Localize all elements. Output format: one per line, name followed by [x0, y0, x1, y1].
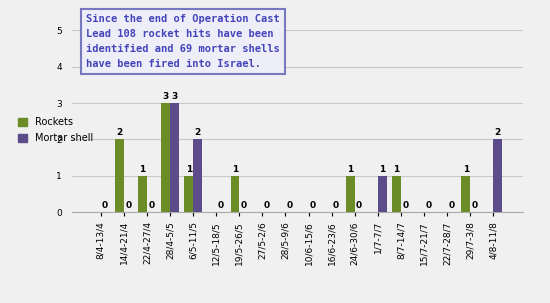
Bar	[161, 103, 170, 212]
Text: 0: 0	[217, 201, 224, 210]
Text: 3: 3	[162, 92, 169, 101]
Text: 1: 1	[393, 165, 400, 174]
Text: 2: 2	[494, 128, 500, 137]
Text: 0: 0	[471, 201, 477, 210]
Text: 3: 3	[171, 92, 178, 101]
Text: 0: 0	[425, 201, 431, 210]
Text: 0: 0	[356, 201, 362, 210]
Text: 0: 0	[263, 201, 270, 210]
Text: 0: 0	[148, 201, 155, 210]
Bar	[184, 176, 193, 212]
Text: 0: 0	[125, 201, 131, 210]
Text: 1: 1	[379, 165, 386, 174]
Text: 2: 2	[194, 128, 201, 137]
Text: 0: 0	[333, 201, 339, 210]
Text: 1: 1	[185, 165, 192, 174]
Text: 0: 0	[402, 201, 408, 210]
Text: 0: 0	[448, 201, 454, 210]
Bar	[115, 139, 124, 212]
Text: 0: 0	[287, 201, 293, 210]
Legend: Rockets, Mortar shell: Rockets, Mortar shell	[18, 117, 94, 143]
Bar	[392, 176, 401, 212]
Bar	[138, 176, 147, 212]
Bar	[461, 176, 470, 212]
Bar	[170, 103, 179, 212]
Bar	[346, 176, 355, 212]
Text: 2: 2	[117, 128, 123, 137]
Text: 1: 1	[140, 165, 146, 174]
Bar	[230, 176, 239, 212]
Text: 0: 0	[240, 201, 247, 210]
Bar	[378, 176, 387, 212]
Bar	[493, 139, 502, 212]
Text: 1: 1	[232, 165, 238, 174]
Text: 1: 1	[347, 165, 354, 174]
Bar	[193, 139, 202, 212]
Text: 0: 0	[310, 201, 316, 210]
Text: 1: 1	[463, 165, 469, 174]
Text: 0: 0	[102, 201, 108, 210]
Text: Since the end of Operation Cast
Lead 108 rocket hits have been
identified and 69: Since the end of Operation Cast Lead 108…	[86, 15, 279, 69]
